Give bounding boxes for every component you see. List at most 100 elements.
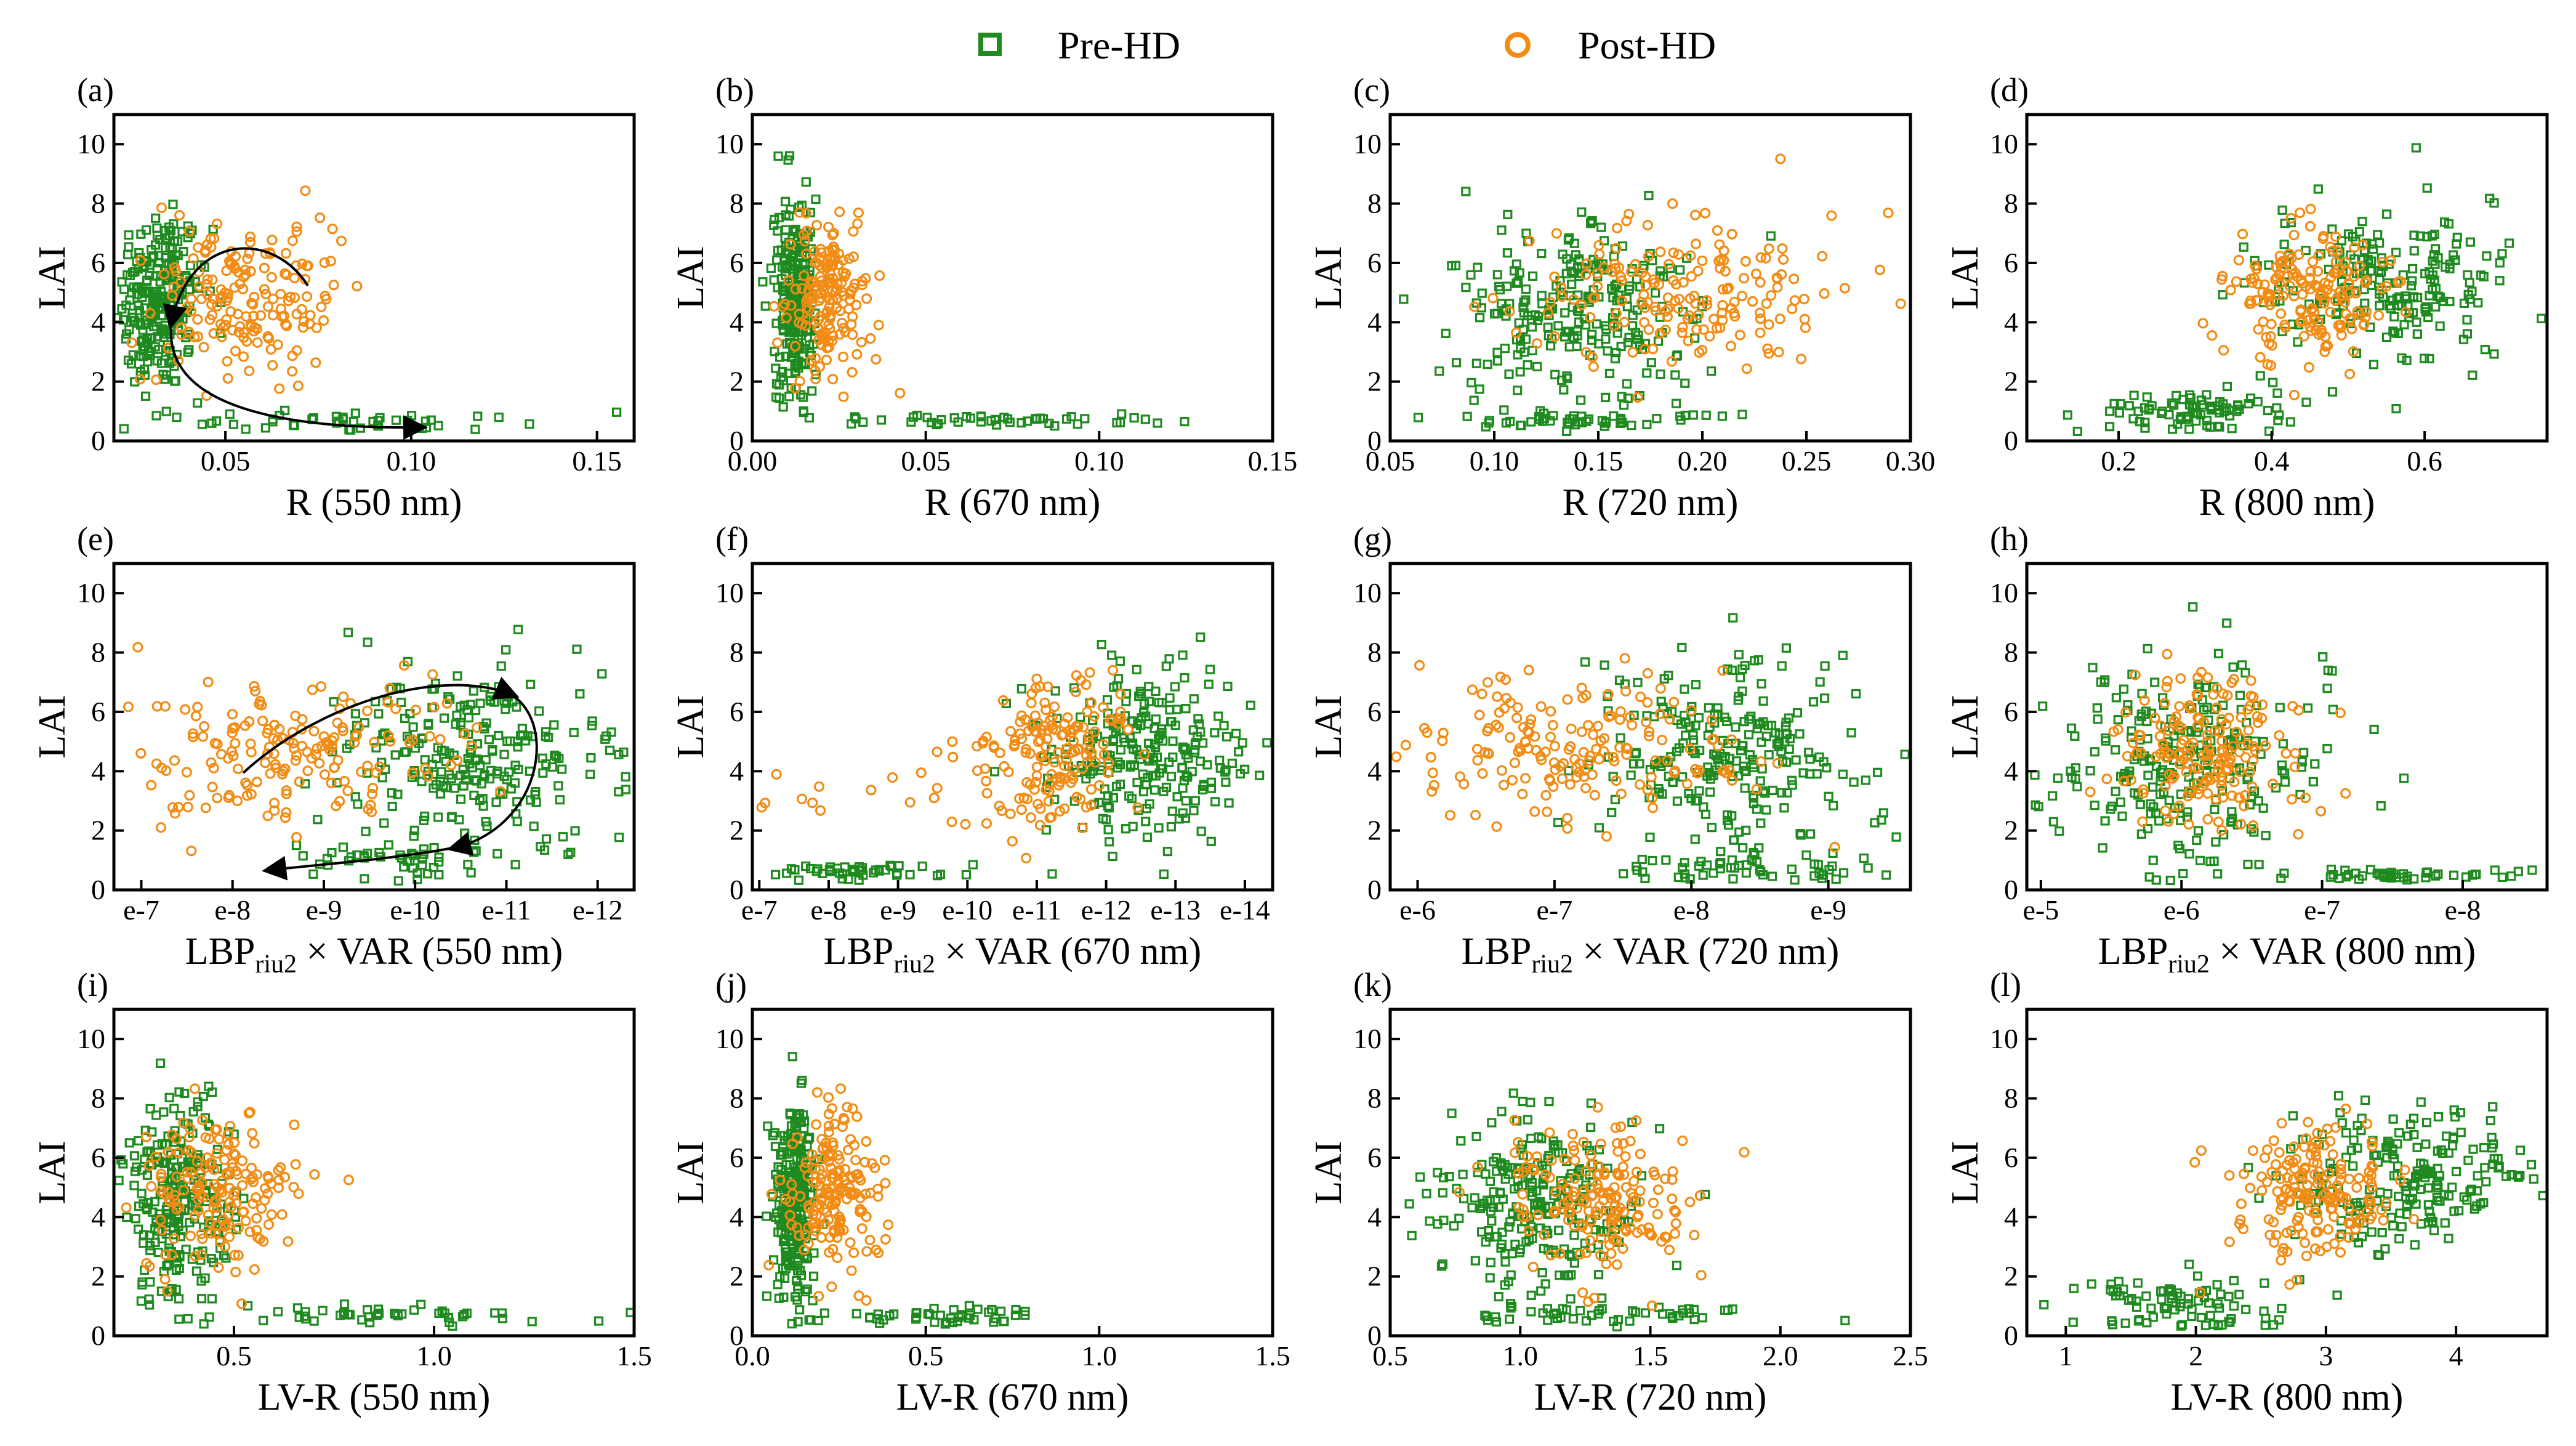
post-hd-point (361, 705, 373, 716)
post-hd-point (262, 810, 273, 822)
pre-hd-point (1168, 736, 1178, 746)
y-tick-label: 10 (715, 577, 744, 608)
pre-hd-point (1737, 843, 1748, 853)
pre-hd-point (1608, 293, 1618, 302)
pre-hd-point (1777, 661, 1787, 671)
pre-hd-point (1196, 826, 1206, 836)
post-hd-point (2154, 730, 2165, 742)
post-hd-point (1639, 317, 1650, 328)
pre-hd-point (776, 245, 786, 255)
pre-hd-point (159, 1107, 169, 1117)
y-tick-label: 6 (730, 247, 744, 278)
post-hd-point (2284, 280, 2295, 291)
post-hd-point (813, 314, 824, 325)
y-tick-label: 0 (2004, 874, 2018, 905)
pre-hd-point (1050, 421, 1060, 431)
post-hd-point (2335, 319, 2346, 331)
post-hd-point (2373, 310, 2385, 321)
pre-hd-point (1701, 410, 1711, 420)
post-hd-point (1800, 322, 1811, 333)
x-tick-label: 0.30 (1886, 445, 1936, 477)
post-hd-point (2312, 316, 2324, 328)
pre-hd-point (2175, 414, 2185, 424)
pre-hd-point (1462, 411, 1472, 421)
pre-hd-point (1764, 750, 1774, 760)
pre-hd-point (1142, 832, 1153, 842)
post-hd-point (2285, 212, 2296, 224)
pre-hd-point (1097, 639, 1106, 650)
post-hd-point (2160, 805, 2171, 816)
post-hd-point (390, 703, 401, 714)
plot-frame (112, 113, 636, 443)
post-hd-point (2290, 267, 2301, 278)
post-hd-point (2337, 289, 2348, 301)
pre-hd-point (769, 275, 779, 285)
pre-hd-point (1121, 697, 1131, 706)
pre-hd-point (1801, 850, 1811, 860)
pre-hd-point (408, 722, 418, 732)
post-hd-point (292, 380, 304, 392)
pre-hd-point (174, 1294, 184, 1304)
post-hd-point (1642, 297, 1653, 308)
pre-hd-point (1180, 673, 1189, 683)
pre-hd-point (122, 1213, 132, 1222)
pre-hd-point (968, 860, 978, 870)
pre-hd-point (1586, 1122, 1596, 1133)
post-hd-point (826, 277, 837, 288)
y-axis-label: LAI (31, 246, 73, 309)
post-hd-point (310, 357, 321, 368)
post-hd-point (1561, 812, 1573, 824)
pre-hd-point (541, 834, 552, 844)
pre-hd-point (770, 870, 781, 879)
post-hd-point (2325, 307, 2336, 318)
post-hd-point (832, 1252, 843, 1263)
data-points (114, 1058, 635, 1331)
pre-hd-point (1740, 783, 1750, 793)
post-hd-point (1549, 331, 1561, 342)
pre-hd-point (1489, 309, 1500, 319)
post-hd-point (833, 259, 844, 270)
panel-label: (a) (77, 71, 114, 108)
pre-hd-point (2072, 426, 2082, 437)
pre-hd-point (123, 249, 133, 260)
post-hd-point (794, 309, 805, 320)
x-tick-label: 0.0 (735, 1340, 770, 1371)
pre-hd-point (1103, 825, 1113, 834)
post-hd-point (1504, 306, 1515, 317)
post-hd-point (768, 301, 779, 312)
pre-hd-point (491, 797, 501, 807)
pre-hd-point (494, 412, 504, 422)
post-hd-point (2340, 256, 2351, 267)
pre-hd-point (1656, 266, 1665, 276)
pre-hd-point (1787, 864, 1797, 874)
post-hd-point (981, 818, 992, 829)
pre-hd-point (1761, 805, 1771, 815)
pre-hd-point (1594, 823, 1604, 833)
pre-hd-point (2489, 198, 2499, 208)
pre-hd-point (117, 277, 127, 287)
pre-hd-point (1587, 329, 1597, 339)
post-hd-point (763, 1259, 775, 1270)
post-hd-point (1698, 324, 1709, 335)
post-hd-point (856, 337, 867, 348)
post-hd-point (823, 222, 834, 233)
pre-hd-point (1560, 308, 1570, 318)
post-hd-point (1649, 301, 1660, 313)
pre-hd-point (2412, 329, 2422, 339)
pre-hd-point (1652, 414, 1662, 424)
post-hd-point (904, 797, 916, 808)
post-hd-point (338, 691, 349, 702)
post-hd-point (2307, 303, 2318, 314)
post-hd-point (1676, 327, 1688, 338)
post-hd-point (186, 846, 197, 857)
post-hd-point (251, 777, 262, 788)
panel-label: (b) (715, 71, 754, 108)
pre-hd-point (2407, 276, 2417, 286)
pre-hd-point (259, 1315, 268, 1325)
post-hd-point (848, 226, 859, 237)
post-hd-point (1474, 709, 1485, 721)
pre-hd-point (2184, 849, 2194, 859)
